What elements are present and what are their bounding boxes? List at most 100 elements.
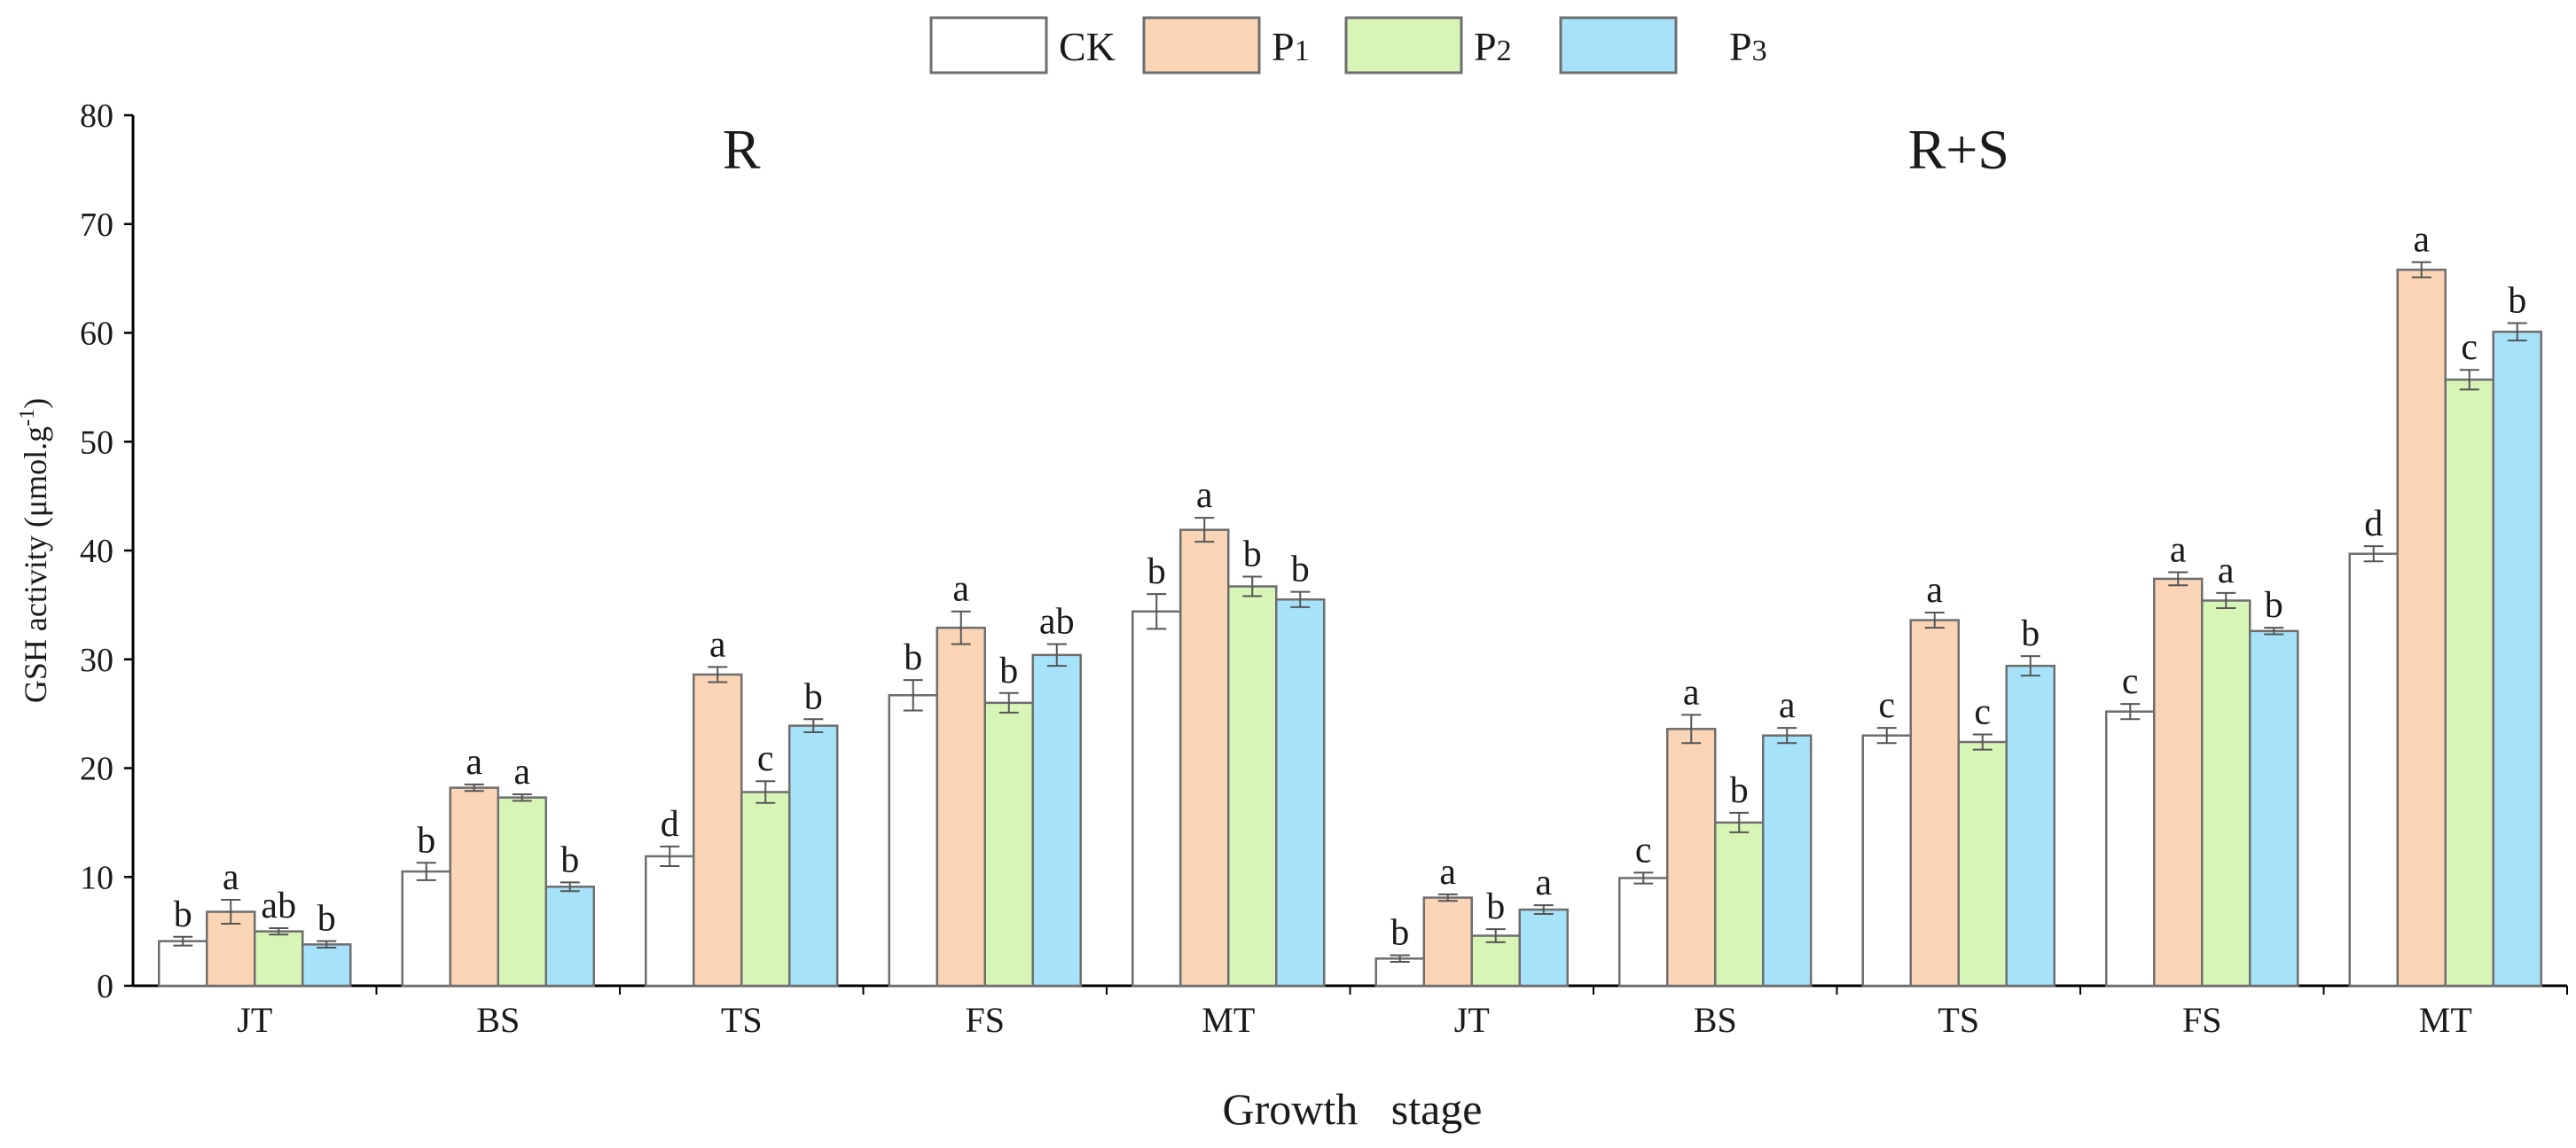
bar-R+S-TS-P3 [2005,664,2055,988]
significance-letter: b [2265,585,2283,626]
significance-letter: b [317,899,336,940]
legend-swatch-CK [929,16,1048,74]
bar-R+S-TS-P2 [1957,740,2008,988]
bar-R-TS-P3 [788,724,839,988]
bar-R-TS-P1 [693,673,743,988]
significance-letter: b [904,637,922,678]
x-tick-label: JT [1454,1000,1490,1040]
significance-letter: b [560,840,579,880]
y-axis-title-close: ) [18,398,53,409]
significance-letter: b [417,820,435,861]
bar-R-FS-P3 [1031,653,1082,988]
titles: GSH activity (μmol.g-1) R R+S Growth stage [16,118,2009,1134]
bar-R+S-TS-CK [1861,734,1912,988]
bar-R-BS-P1 [449,786,499,988]
significance-letter: c [1635,830,1652,871]
bar-R-FS-CK [888,694,938,988]
legend: CK P1 P2 P3 [929,16,1767,74]
legend-label-subscript: 3 [1752,35,1767,67]
legend-label-P2: P2 [1474,24,1512,69]
legend-label-main: P [1272,24,1295,69]
significance-letter: a [1779,685,1796,726]
legend-label-CK: CK [1059,24,1116,69]
x-axis: JT BS TS FS MT JT BS TS FS MT [133,984,2568,1040]
significance-letter: ab [1039,602,1075,643]
bar-R-MT-P1 [1179,528,1230,988]
bar-R+S-MT-P2 [2444,379,2494,988]
bar-R+S-BS-P3 [1762,734,1813,988]
significance-letter: c [1974,691,1991,732]
legend-label-P3: P3 [1729,24,1767,69]
y-tick-label: 30 [80,642,114,679]
bar-R-BS-CK [401,870,451,988]
significance-letter: ab [261,886,296,926]
bar-R-FS-P2 [983,701,1034,988]
x-tick-label: BS [476,1000,520,1040]
significance-letter: b [2508,280,2526,321]
x-tick-label: BS [1694,1000,1737,1040]
bar-R+S-BS-P1 [1666,728,1717,988]
bar-R-MT-CK [1131,610,1182,988]
bar-R-FS-P1 [936,626,986,988]
significance-letter: a [1926,570,1943,611]
bar-R-JT-P2 [254,930,304,988]
group-title-RplusS: R+S [1908,118,2009,181]
bar-R+S-JT-P1 [1422,896,1473,988]
x-tick-label: TS [1938,1000,1979,1040]
x-tick-label: TS [721,1000,763,1040]
legend-label-subscript: 1 [1295,35,1310,67]
significance-letter: c [2122,661,2139,702]
significance-letter: a [2218,551,2235,591]
significance-letter: a [709,624,726,665]
significance-letter: b [1486,886,1505,927]
x-tick-label: MT [2419,1000,2472,1040]
significance-letter: b [174,894,192,935]
significance-letter: a [1439,852,1456,893]
y-tick-label: 80 [80,98,114,135]
y-tick-label: 10 [80,859,114,896]
bar-R+S-FS-CK [2105,710,2156,988]
significance-letter: b [1291,550,1310,590]
legend-swatch-P2 [1344,16,1463,74]
bar-R+S-JT-P2 [1470,934,1521,988]
y-axis-title-superscript: -1 [16,409,39,426]
bar-R+S-MT-P3 [2492,331,2542,988]
bar-R-TS-CK [645,855,695,988]
significance-letter: d [661,804,679,845]
bar-R-MT-P3 [1275,597,1326,988]
legend-swatch-P1 [1142,16,1261,74]
bar-R+S-JT-P3 [1518,908,1569,988]
x-axis-title: Growth stage [1223,1084,1483,1134]
significance-letter: a [952,569,969,610]
significance-letter: d [2364,504,2383,544]
legend-swatch-P3 [1559,16,1678,74]
y-axis-title-main: GSH activity (μmol.g [18,426,53,703]
significance-letter: a [223,857,239,898]
y-tick-label: 20 [80,751,114,788]
significance-letter: b [999,651,1018,691]
bar-R+S-MT-P1 [2396,269,2447,988]
y-tick-label: 60 [80,316,114,353]
y-tick-label: 70 [80,207,114,244]
significance-letter: c [757,738,774,779]
y-tick-label: 40 [80,533,114,570]
significance-letter: a [1683,672,1700,713]
x-tick-label: MT [1202,1000,1255,1040]
significance-letter: b [2021,613,2040,654]
bar-R+S-FS-P2 [2201,599,2251,988]
x-tick-label: FS [966,1000,1006,1040]
significance-letter: c [2461,327,2478,368]
significance-letter: b [1730,770,1749,811]
y-axis-title: GSH activity (μmol.g-1) [16,398,53,703]
y-tick-label: 50 [80,424,114,461]
bar-R+S-FS-P1 [2153,577,2204,988]
significance-letter: a [513,752,530,793]
significance-letter: a [1535,863,1552,903]
legend-label-subscript: 2 [1497,35,1512,67]
y-axis: 0 10 20 30 40 50 60 70 80 [80,98,135,1005]
bar-R+S-MT-CK [2348,552,2399,988]
bar-R-MT-P2 [1227,585,1278,988]
bar-R-BS-P3 [544,886,595,988]
